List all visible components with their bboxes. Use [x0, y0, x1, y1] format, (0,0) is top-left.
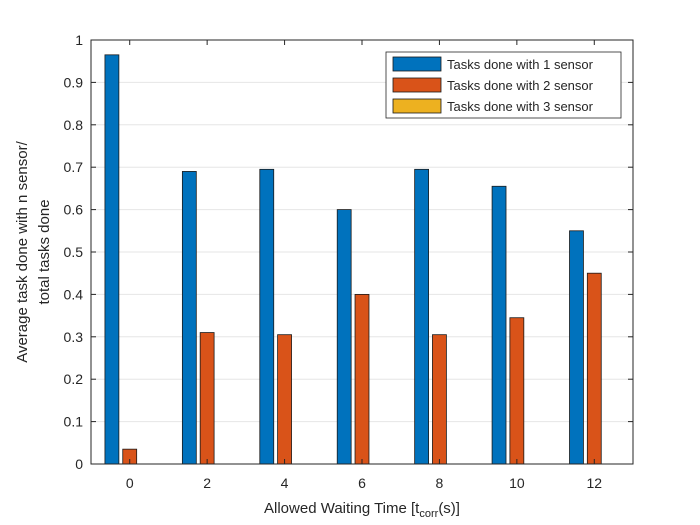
x-tick-label: 0 [126, 475, 134, 491]
y-axis-ticks: 0 0.1 0.2 0.3 0.4 0.5 0.6 0.7 0.8 0.9 1 [64, 32, 633, 472]
bar-series-2-cat-10 [509, 317, 525, 465]
x-axis-ticks: 0 2 4 6 8 10 12 [126, 40, 602, 491]
x-axis-label-subscript: corr [419, 508, 438, 520]
x-tick-label: 10 [509, 475, 525, 491]
bar-series-1-cat-4 [259, 168, 275, 465]
bar-series-1-cat-10 [491, 185, 507, 465]
y-tick-label: 0.9 [64, 74, 84, 90]
legend-swatch-2 [392, 77, 442, 93]
y-tick-label: 0.4 [64, 286, 84, 302]
x-axis-label-tail: (s)] [438, 500, 460, 517]
bar-series-2-cat-12 [586, 272, 602, 465]
y-tick-label: 0.5 [64, 244, 84, 260]
bar-series-2-cat-2 [199, 332, 215, 465]
x-tick-label: 12 [586, 475, 602, 491]
y-tick-label: 1 [75, 32, 83, 48]
bar-series-2-cat-4 [277, 334, 292, 465]
bar-series-2-cat-6 [354, 293, 370, 465]
y-axis-label-line2: total tasks done [36, 199, 53, 304]
y-tick-label: 0.7 [64, 159, 84, 175]
y-tick-label: 0.1 [64, 414, 84, 430]
bar-series-1-cat-6 [336, 209, 352, 465]
x-tick-label: 6 [358, 475, 366, 491]
bar-series-2-cat-8 [432, 334, 447, 465]
legend-label-1: Tasks done with 1 sensor [447, 57, 594, 72]
x-tick-label: 8 [436, 475, 444, 491]
y-tick-label: 0.8 [64, 117, 84, 133]
y-tick-label: 0.2 [64, 371, 84, 387]
x-axis-label-main: Allowed Waiting Time [t [264, 500, 420, 517]
y-tick-label: 0 [75, 456, 83, 472]
x-tick-label: 2 [203, 475, 211, 491]
x-axis-label: Allowed Waiting Time [tcorr(s)] [264, 500, 460, 520]
bar-series-1-cat-8 [414, 168, 429, 465]
legend: Tasks done with 1 sensor Tasks done with … [385, 51, 622, 119]
y-tick-label: 0.3 [64, 329, 84, 345]
y-tick-label: 0.6 [64, 202, 84, 218]
bar-series-1-cat-12 [569, 230, 584, 465]
bar-series-1-cat-0 [104, 54, 120, 465]
y-axis-label: Average task done with n sensor/ total t… [14, 140, 53, 362]
legend-label-3: Tasks done with 3 sensor [447, 99, 594, 114]
bar-series-1-cat-2 [181, 171, 197, 465]
legend-label-2: Tasks done with 2 sensor [447, 78, 594, 93]
legend-swatch-3 [392, 98, 442, 114]
y-axis-label-line1: Average task done with n sensor/ [14, 140, 31, 362]
legend-swatch-1 [392, 56, 442, 72]
x-tick-label: 4 [281, 475, 289, 491]
